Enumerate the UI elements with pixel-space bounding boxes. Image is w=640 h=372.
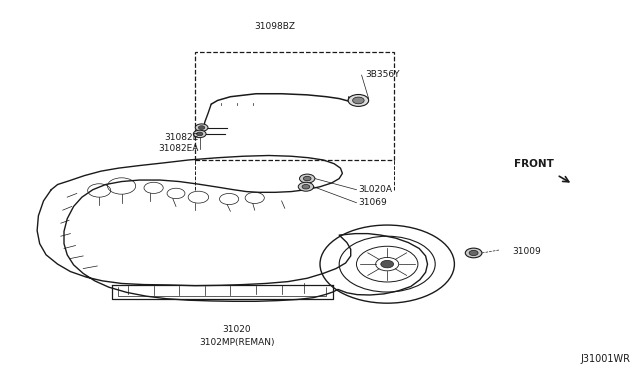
Text: 31098BZ: 31098BZ	[255, 22, 296, 31]
Text: 31020: 31020	[223, 325, 251, 334]
Bar	[195, 52, 394, 160]
Text: J31001WR: J31001WR	[580, 354, 630, 364]
Circle shape	[195, 124, 208, 131]
Circle shape	[302, 185, 310, 189]
Text: 3B356Y: 3B356Y	[365, 70, 399, 79]
Text: FRONT: FRONT	[515, 159, 554, 169]
Text: 31082EA: 31082EA	[158, 144, 198, 153]
Circle shape	[465, 248, 482, 258]
Circle shape	[469, 250, 478, 256]
Circle shape	[298, 182, 314, 191]
Text: 31069: 31069	[358, 198, 387, 207]
Text: 3102MP(REMAN): 3102MP(REMAN)	[199, 338, 275, 347]
Circle shape	[198, 126, 205, 129]
Circle shape	[300, 174, 315, 183]
Circle shape	[303, 176, 311, 181]
Text: 31009: 31009	[512, 247, 541, 256]
Circle shape	[193, 130, 206, 138]
Circle shape	[348, 94, 369, 106]
Circle shape	[196, 132, 203, 136]
Text: 31082E: 31082E	[164, 133, 198, 142]
Circle shape	[353, 97, 364, 104]
Circle shape	[381, 260, 394, 268]
Text: 3L020A: 3L020A	[358, 185, 392, 194]
